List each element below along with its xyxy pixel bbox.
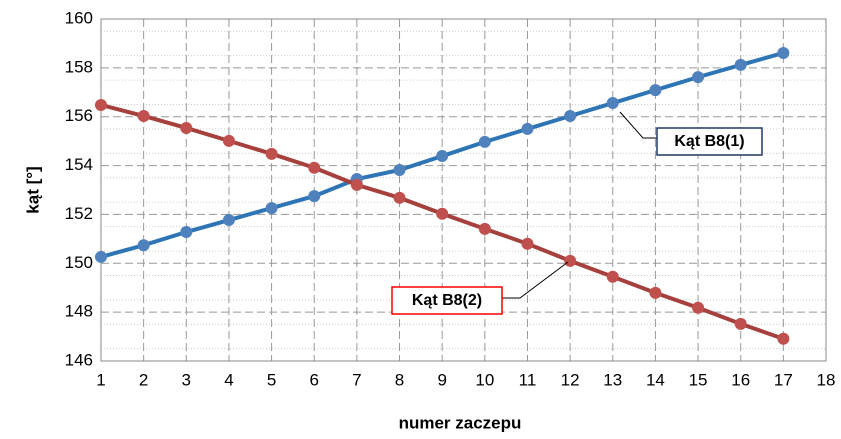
y-tick-label: 152 <box>65 204 93 223</box>
marker <box>564 109 577 122</box>
marker <box>308 161 321 174</box>
marker <box>649 286 662 299</box>
x-tick-label: 7 <box>352 370 361 389</box>
marker <box>180 226 193 239</box>
x-tick-label: 8 <box>395 370 404 389</box>
marker <box>95 250 107 263</box>
y-tick-label: 146 <box>65 350 93 369</box>
marker <box>777 46 790 59</box>
y-tick-label: 158 <box>65 57 93 76</box>
y-tick-label: 160 <box>65 8 93 27</box>
marker <box>95 98 107 111</box>
marker <box>734 317 747 330</box>
marker <box>649 84 662 97</box>
x-tick-label: 12 <box>561 370 580 389</box>
y-axis-label: kąt [°] <box>23 166 42 213</box>
x-tick-label: 13 <box>603 370 622 389</box>
x-tick-label: 10 <box>475 370 494 389</box>
marker <box>606 97 619 110</box>
x-tick-label: 6 <box>310 370 319 389</box>
x-tick-label: 14 <box>646 370 665 389</box>
plot-border <box>100 18 827 362</box>
x-tick-label: 11 <box>519 370 537 389</box>
marker <box>350 178 363 191</box>
marker <box>180 121 193 134</box>
label-box <box>656 127 763 156</box>
marker <box>478 135 491 148</box>
marker <box>692 301 705 314</box>
marker <box>222 134 235 147</box>
x-axis-label: numer zaczepu <box>399 413 522 432</box>
marker <box>436 207 449 220</box>
marker <box>777 332 790 345</box>
leader-line <box>619 111 657 139</box>
x-tick-label: 3 <box>182 370 191 389</box>
series-label: Kąt B8(1) <box>674 133 744 150</box>
marker <box>393 163 406 176</box>
x-tick-label: 15 <box>689 370 708 389</box>
marker <box>606 270 619 283</box>
label-box <box>391 286 503 315</box>
x-tick-label: 9 <box>437 370 446 389</box>
marker <box>137 109 150 122</box>
marker <box>393 191 406 204</box>
x-tick-label: 2 <box>139 370 148 389</box>
y-tick-label: 154 <box>65 155 93 174</box>
x-tick-label: 16 <box>731 370 750 389</box>
y-tick-label: 156 <box>65 106 93 125</box>
marker <box>308 190 321 203</box>
x-tick-label: 4 <box>224 370 233 389</box>
x-tick-label: 17 <box>774 370 793 389</box>
marker <box>265 202 278 215</box>
x-tick-label: 1 <box>96 370 105 389</box>
marker <box>692 71 705 84</box>
x-tick-label: 5 <box>267 370 276 389</box>
x-tick-label: 18 <box>817 370 836 389</box>
marker <box>521 237 534 250</box>
leader-line <box>502 261 569 299</box>
marker <box>478 222 491 235</box>
marker <box>436 150 449 163</box>
y-tick-label: 150 <box>65 253 93 272</box>
marker <box>137 239 150 252</box>
y-tick-label: 148 <box>65 302 93 321</box>
marker <box>222 214 235 227</box>
marker <box>564 254 577 267</box>
series-label: Kąt B8(2) <box>412 292 482 309</box>
marker <box>734 58 747 71</box>
marker <box>265 147 278 160</box>
marker <box>521 122 534 135</box>
